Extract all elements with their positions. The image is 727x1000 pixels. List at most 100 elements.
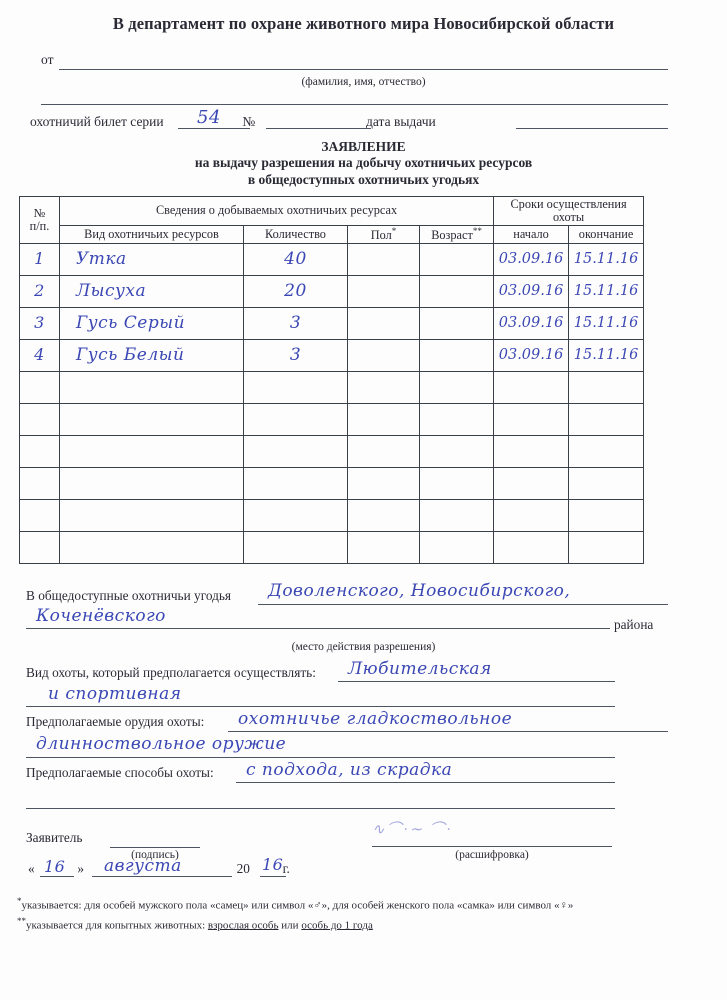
cell-end[interactable]: 15.11.16 [568,274,645,308]
cell-age[interactable] [418,530,495,564]
cell-quantity[interactable] [243,370,348,404]
cell-end[interactable]: 15.11.16 [568,242,645,276]
cell-no[interactable]: 1 [19,242,60,276]
cell-start[interactable] [493,466,570,500]
cell-no-value: 4 [34,345,45,365]
cell-kind[interactable] [59,530,244,564]
cell-start[interactable] [493,370,570,404]
cell-no[interactable]: 4 [19,338,60,372]
col-group-terms-header: Сроки осуществления охоты [493,196,645,226]
cell-quantity[interactable]: 3 [243,338,348,372]
cell-kind[interactable]: Лысуха [59,274,244,308]
cell-age[interactable] [418,466,495,500]
cell-no[interactable] [19,498,60,532]
cell-start[interactable] [493,530,570,564]
cell-kind[interactable]: Утка [59,242,244,276]
cell-kind[interactable] [59,466,244,500]
cell-sex[interactable] [347,434,420,468]
cell-start[interactable]: 03.09.16 [493,242,570,276]
cell-no[interactable] [19,434,60,468]
signature-mark: ∿⌒∙∼ ⌒∙ [372,822,453,838]
cell-start[interactable]: 03.09.16 [493,306,570,340]
col-number-line1: № [33,206,46,220]
cell-kind[interactable] [59,370,244,404]
cell-end[interactable]: 15.11.16 [568,306,645,340]
cell-quantity[interactable] [243,498,348,532]
cell-kind[interactable] [59,434,244,468]
methods-rule-line1[interactable] [236,782,615,783]
ticket-series-rule[interactable] [178,128,250,129]
footnotes: *указывается: для особей мужского пола «… [17,895,717,934]
hunt-type-rule-line2[interactable] [26,706,615,707]
cell-end[interactable] [568,498,645,532]
cell-age[interactable] [418,370,495,404]
cell-no[interactable] [19,466,60,500]
tools-rule-line2[interactable] [26,757,615,758]
methods-label: Предполагаемые способы охоты: [26,765,214,780]
cell-age[interactable] [418,242,495,276]
table-row [19,466,645,500]
col-sex-label: Пол [370,227,392,242]
cell-age[interactable] [418,306,495,340]
col-age-label: Возраст [431,227,473,242]
ticket-issue-date-rule[interactable] [516,128,668,129]
cell-sex[interactable] [347,306,420,340]
tools-rule-line1[interactable] [228,731,668,732]
cell-end[interactable] [568,530,645,564]
cell-no[interactable]: 2 [19,274,60,308]
cell-kind[interactable] [59,402,244,436]
cell-no[interactable] [19,530,60,564]
grounds-rule-line2[interactable] [26,628,610,629]
application-subtitle-2: в общедоступных охотничьих угодьях [247,172,480,187]
cell-sex[interactable] [347,274,420,308]
cell-sex[interactable] [347,242,420,276]
applicant-address-rule[interactable] [41,104,668,105]
cell-kind[interactable]: Гусь Серый [59,306,244,340]
cell-end[interactable] [568,434,645,468]
applicant-name-rule[interactable] [59,69,668,70]
cell-quantity[interactable] [243,434,348,468]
methods-rule-line2[interactable] [26,808,615,809]
district-suffix-label: района [614,617,654,632]
date-month-rule[interactable] [92,876,232,877]
applicant-decoding-rule[interactable] [372,846,612,847]
cell-sex[interactable] [347,338,420,372]
cell-quantity[interactable]: 3 [243,306,348,340]
cell-no[interactable] [19,402,60,436]
cell-quantity[interactable]: 40 [243,242,348,276]
cell-end[interactable] [568,466,645,500]
cell-sex[interactable] [347,370,420,404]
cell-start[interactable]: 03.09.16 [493,274,570,308]
cell-kind[interactable] [59,498,244,532]
cell-start[interactable] [493,434,570,468]
hunting-ticket-line: охотничий билет серии № дата выдачи [30,114,436,130]
cell-quantity[interactable] [243,402,348,436]
cell-sex[interactable] [347,402,420,436]
cell-sex[interactable] [347,466,420,500]
cell-kind[interactable]: Гусь Белый [59,338,244,372]
grounds-rule-line1[interactable] [258,604,668,605]
cell-quantity[interactable]: 20 [243,274,348,308]
cell-age[interactable] [418,338,495,372]
cell-quantity[interactable] [243,466,348,500]
cell-no[interactable]: 3 [19,306,60,340]
cell-start[interactable]: 03.09.16 [493,338,570,372]
cell-age[interactable] [418,274,495,308]
applicant-signature-rule[interactable] [110,847,200,848]
date-year-rule[interactable] [260,876,286,877]
date-day-rule[interactable] [40,876,74,877]
cell-start[interactable] [493,498,570,532]
cell-end[interactable]: 15.11.16 [568,338,645,372]
cell-sex[interactable] [347,530,420,564]
cell-end[interactable] [568,402,645,436]
cell-quantity[interactable] [243,530,348,564]
cell-age[interactable] [418,434,495,468]
cell-age[interactable] [418,498,495,532]
hunt-type-rule-line1[interactable] [338,681,615,682]
ticket-number-rule[interactable] [266,128,371,129]
cell-sex[interactable] [347,498,420,532]
cell-end[interactable] [568,370,645,404]
cell-no[interactable] [19,370,60,404]
cell-age[interactable] [418,402,495,436]
cell-start[interactable] [493,402,570,436]
